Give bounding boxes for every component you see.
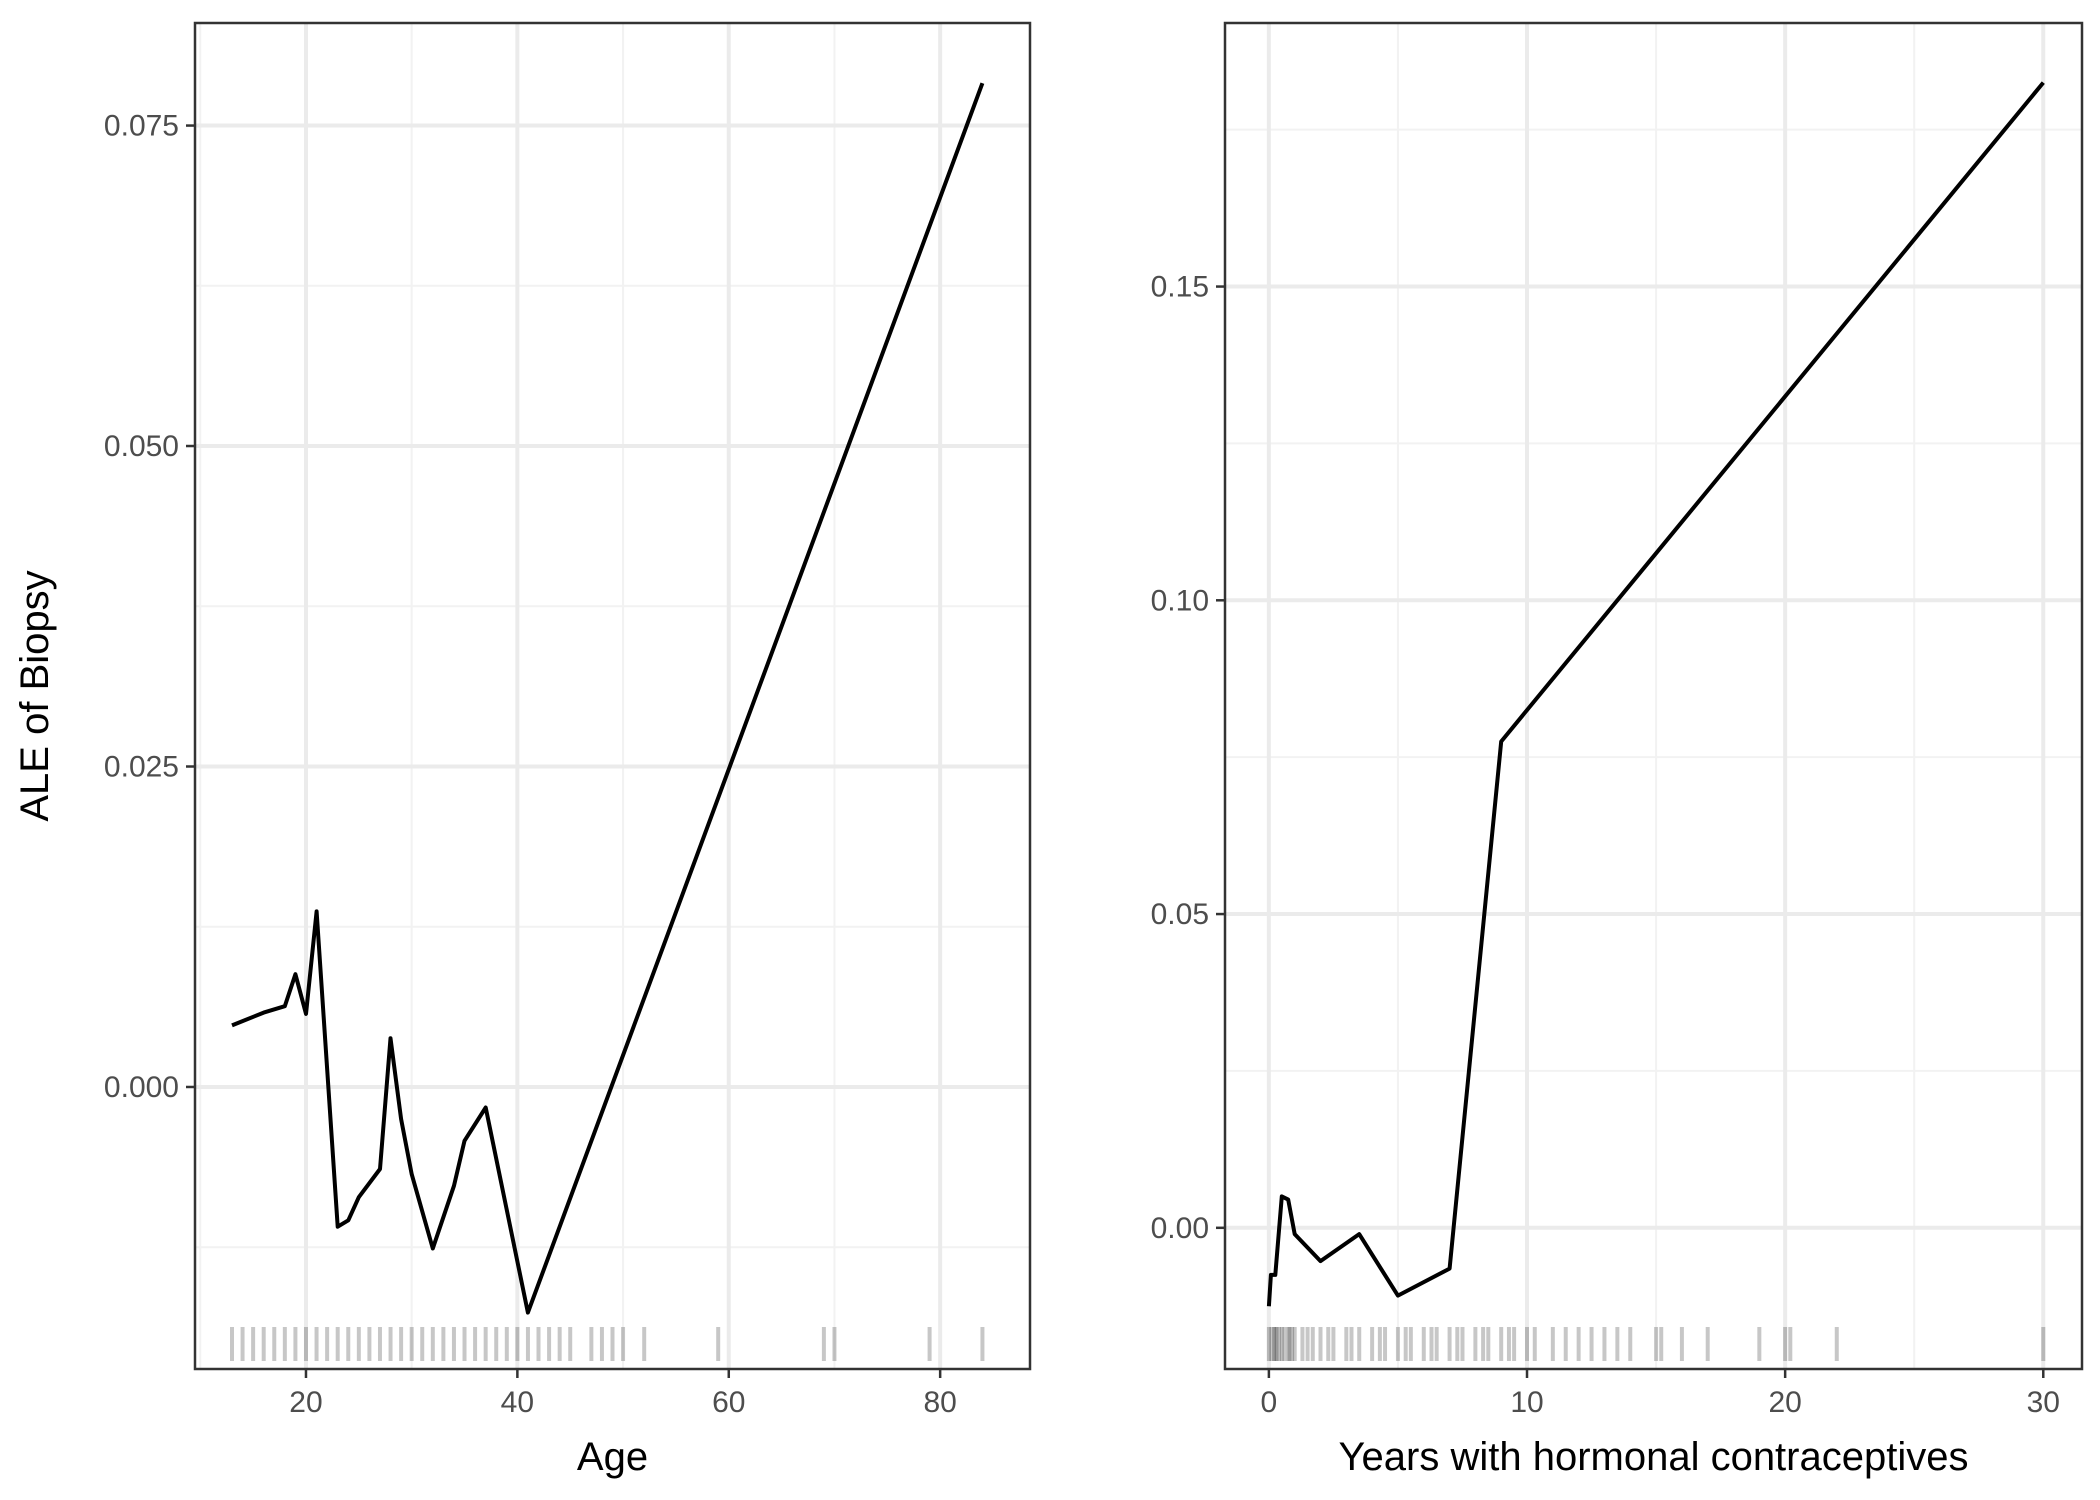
x-axis-title: Years with hormonal contraceptives xyxy=(1339,1435,1969,1479)
y-tick-label: 0.075 xyxy=(104,110,179,143)
x-tick-label: 0 xyxy=(1261,1386,1278,1419)
y-tick-label: 0.000 xyxy=(104,1071,179,1104)
x-tick-label: 30 xyxy=(2027,1386,2060,1419)
y-tick-label: 0.00 xyxy=(1151,1212,1209,1245)
ale-line xyxy=(1266,81,2045,1307)
x-axis-title: Age xyxy=(577,1435,648,1479)
panel-background xyxy=(195,23,1030,1369)
y-tick-label: 0.05 xyxy=(1151,898,1209,931)
panel-border xyxy=(1223,21,2084,1371)
y-tick-label: 0.050 xyxy=(104,430,179,463)
panel-background xyxy=(1225,23,2082,1369)
panel-border xyxy=(193,21,1032,1371)
x-tick-label: 10 xyxy=(1510,1386,1543,1419)
y-tick-label: 0.10 xyxy=(1151,584,1209,617)
x-tick-label: 40 xyxy=(501,1386,534,1419)
y-axis-title: ALE of Biopsy xyxy=(13,570,57,821)
x-tick-label: 60 xyxy=(712,1386,745,1419)
chart-panel-2: 0.00 0.05 0.10 0.15 0 10 20 30 Years with hormon… xyxy=(1151,21,2084,1479)
ale-line xyxy=(231,82,985,1315)
y-tick-label: 0.025 xyxy=(104,751,179,784)
x-tick-label: 20 xyxy=(289,1386,322,1419)
x-tick-label: 80 xyxy=(923,1386,956,1419)
x-tick-label: 20 xyxy=(1768,1386,1801,1419)
chart-panel-1: 0.000 0.025 0.050 0.075 20 40 60 80 Age ALE of Bi… xyxy=(13,21,1032,1479)
y-tick-label: 0.15 xyxy=(1151,271,1209,304)
